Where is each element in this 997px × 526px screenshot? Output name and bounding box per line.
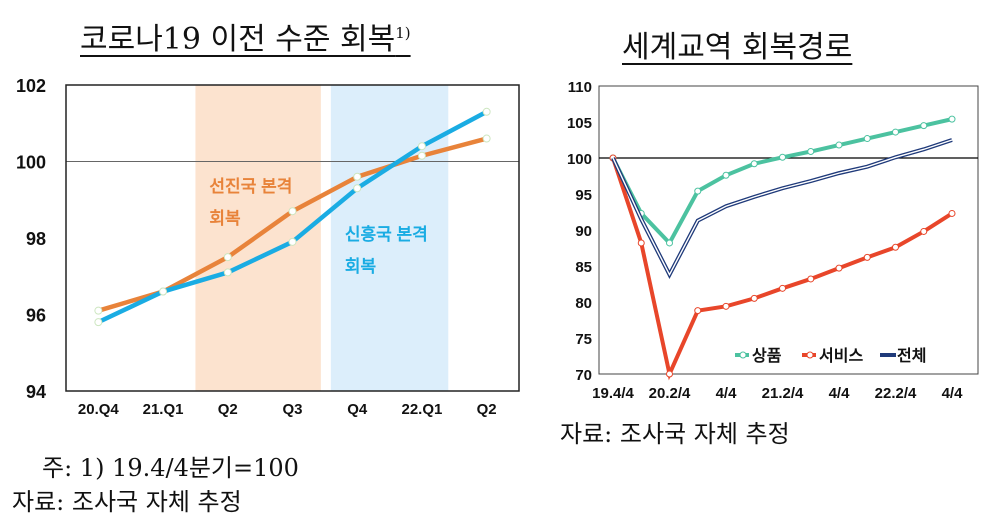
- data-point: [288, 207, 297, 216]
- region-label: 회복: [345, 257, 377, 276]
- x-tick-label: Q4: [347, 401, 368, 418]
- y-tick-label: 100: [16, 153, 46, 173]
- data-point: [417, 142, 426, 151]
- data-point: [892, 128, 899, 136]
- data-point: [835, 141, 843, 149]
- x-tick-label: 20.Q4: [78, 401, 120, 418]
- x-tick-label: 20.2/4: [649, 385, 691, 402]
- plot-frame: [598, 85, 979, 375]
- data-point: [863, 253, 871, 261]
- data-point: [835, 264, 843, 272]
- y-tick-label: 98: [26, 229, 46, 249]
- legend-label: 상품: [752, 347, 782, 365]
- data-point: [920, 227, 928, 235]
- x-tick-label: Q2: [218, 401, 238, 418]
- data-point: [353, 172, 362, 181]
- data-point: [892, 243, 899, 251]
- x-tick-label: 21.Q1: [143, 401, 184, 418]
- right-source: 자료: 조사국 자체 추정: [560, 420, 790, 448]
- x-tick-label: Q2: [477, 401, 497, 418]
- x-tick-label: 19.4/4: [592, 385, 634, 402]
- left-source: 자료: 조사국 자체 추정: [12, 488, 242, 516]
- series-line-total-inner: [612, 139, 953, 277]
- data-point: [417, 151, 426, 160]
- x-tick-label: 4/4: [716, 385, 738, 402]
- y-tick-label: 105: [567, 115, 592, 132]
- data-point: [807, 148, 815, 156]
- x-tick-label: 4/4: [829, 385, 851, 402]
- data-point: [482, 134, 491, 143]
- data-point: [807, 275, 815, 283]
- y-tick-label: 96: [26, 306, 46, 326]
- y-tick-label: 85: [575, 259, 592, 276]
- data-point: [948, 209, 956, 217]
- data-point: [288, 237, 297, 246]
- right-chart-title: 세계교역 회복경로: [622, 30, 853, 65]
- left-chart-title: 코로나19 이전 수준 회복1): [80, 22, 411, 57]
- y-tick-label: 94: [26, 382, 46, 402]
- x-tick-label: 4/4: [942, 385, 964, 402]
- data-point: [482, 107, 491, 116]
- data-point: [722, 302, 730, 310]
- data-point: [779, 153, 786, 161]
- legend-label: 서비스: [819, 347, 863, 365]
- y-tick-label: 80: [575, 295, 592, 312]
- data-point: [694, 187, 702, 195]
- data-point: [948, 115, 956, 123]
- region-label: 회복: [209, 209, 241, 228]
- data-point: [159, 287, 168, 296]
- y-tick-label: 110: [568, 79, 592, 96]
- data-point: [666, 370, 673, 378]
- data-point: [637, 239, 645, 247]
- legend-marker: [806, 351, 814, 359]
- x-tick-label: Q3: [282, 401, 302, 418]
- y-tick-label: 90: [575, 223, 592, 240]
- x-tick-label: 22.Q1: [401, 401, 442, 418]
- data-point: [750, 294, 758, 302]
- region-label: 선진국 본격: [209, 177, 292, 196]
- left-footnote: 주: 1) 19.4/4분기=100: [42, 454, 299, 482]
- data-point: [722, 171, 730, 179]
- legend-label: 전체: [897, 347, 926, 365]
- y-tick-label: 75: [575, 331, 592, 348]
- shaded-region-1: [330, 85, 449, 391]
- y-tick-label: 100: [567, 151, 592, 168]
- y-tick-label: 70: [575, 367, 592, 384]
- x-tick-label: 22.2/4: [875, 385, 917, 402]
- x-tick-label: 21.2/4: [762, 385, 804, 402]
- legend-marker: [739, 351, 747, 359]
- data-point: [694, 307, 702, 315]
- data-point: [920, 122, 928, 130]
- y-tick-label: 95: [575, 187, 592, 204]
- data-point: [223, 268, 232, 277]
- data-point: [94, 318, 103, 327]
- data-point: [353, 184, 362, 193]
- plot-frame: [65, 84, 520, 392]
- region-label: 신흥국 본격: [345, 224, 428, 244]
- data-point: [223, 253, 232, 262]
- data-point: [863, 135, 871, 143]
- data-point: [666, 239, 673, 247]
- y-tick-label: 102: [16, 76, 46, 96]
- data-point: [779, 284, 786, 292]
- data-point: [94, 306, 103, 315]
- data-point: [750, 160, 758, 168]
